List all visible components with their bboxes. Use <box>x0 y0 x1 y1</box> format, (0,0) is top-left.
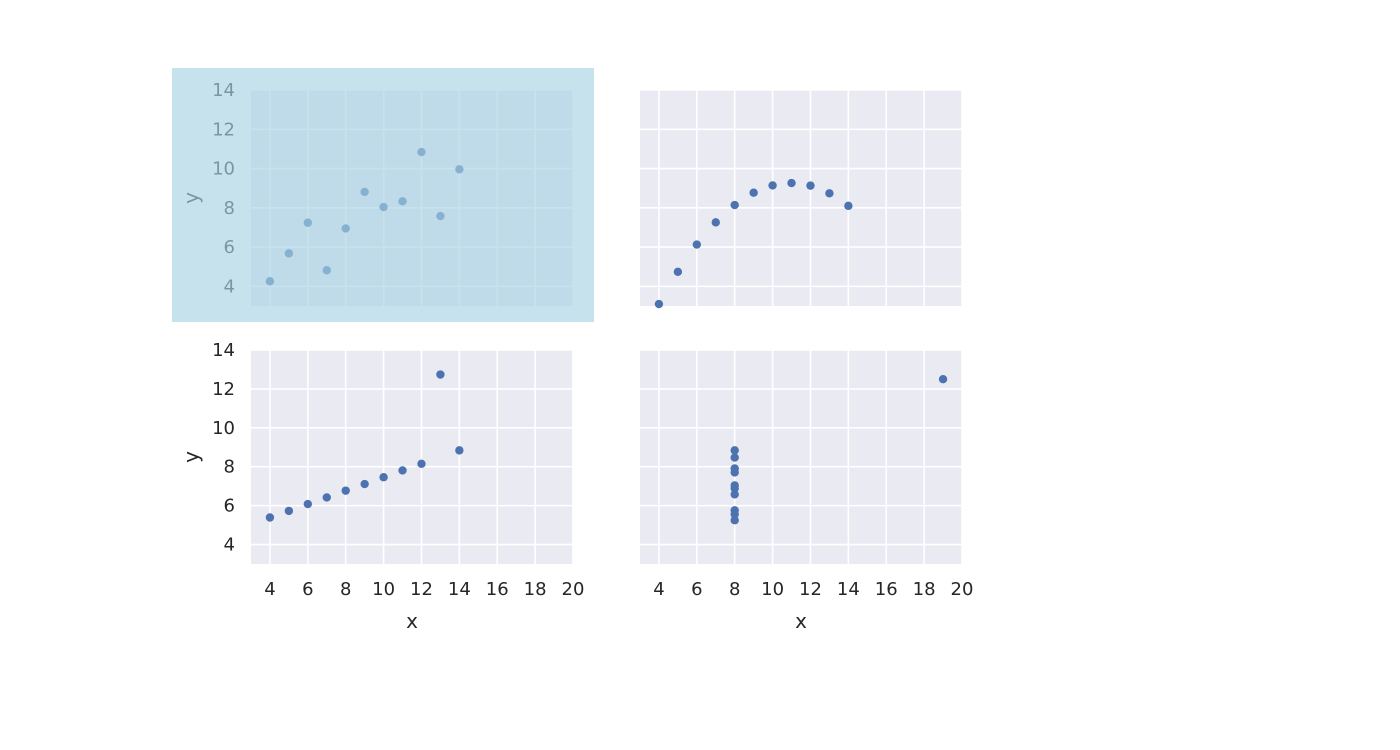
x-tick-label: 18 <box>524 579 547 600</box>
data-point <box>692 240 702 249</box>
x-tick-label: 10 <box>372 579 395 600</box>
x-tick-label: 12 <box>410 579 433 600</box>
x-tick-label: 8 <box>729 579 740 600</box>
data-point <box>730 509 739 519</box>
x-tick-label: 18 <box>913 579 936 600</box>
y-tick-label: 10 <box>212 418 235 439</box>
data-point <box>825 189 834 198</box>
data-point <box>730 516 739 525</box>
x-tick-label: 8 <box>340 579 351 600</box>
x-tick-label: 20 <box>951 579 974 600</box>
x-tick-label: 6 <box>691 579 702 600</box>
data-point <box>749 188 758 197</box>
x-tick-label: 16 <box>486 579 509 600</box>
data-point <box>379 473 388 482</box>
data-point <box>730 484 739 493</box>
panel-top-left[interactable]: 468101214y <box>172 68 594 322</box>
y-tick-label: 14 <box>212 340 235 361</box>
data-point <box>806 181 815 190</box>
data-point <box>787 178 796 188</box>
data-point <box>455 446 464 455</box>
y-tick-label: 8 <box>224 457 235 478</box>
selection-highlight <box>172 68 594 322</box>
data-point <box>711 218 720 227</box>
x-tick-label: 4 <box>264 579 275 600</box>
x-tick-label: 12 <box>799 579 822 600</box>
plot-area <box>640 350 962 564</box>
x-tick-label: 6 <box>302 579 313 600</box>
y-tick-label: 12 <box>212 379 235 400</box>
data-point <box>730 453 739 462</box>
data-point <box>341 486 350 495</box>
data-point <box>360 479 369 489</box>
x-axis-label: x <box>406 609 418 633</box>
x-tick-label: 4 <box>653 579 664 600</box>
data-point <box>284 506 294 516</box>
data-point <box>730 200 739 210</box>
x-tick-label: 14 <box>448 579 471 600</box>
data-point <box>398 466 407 475</box>
data-point <box>436 370 445 379</box>
data-point <box>265 513 275 522</box>
data-point <box>938 374 948 384</box>
x-axis-label: x <box>795 609 807 633</box>
x-tick-label: 16 <box>875 579 898 600</box>
data-point <box>730 490 739 499</box>
data-point <box>673 267 683 277</box>
plot-area <box>251 350 573 564</box>
data-point <box>730 464 739 473</box>
y-tick-label: 6 <box>224 496 235 517</box>
panel-top-right[interactable] <box>640 89 963 309</box>
x-tick-label: 14 <box>837 579 860 600</box>
data-point <box>654 299 664 309</box>
data-point <box>730 446 739 455</box>
data-point <box>844 201 853 211</box>
y-tick-label: 4 <box>224 535 235 556</box>
panel-bottom-left[interactable]: 4 6 8 10 12 14 4 6 8 10 12 14 16 18 20 y x <box>179 340 584 633</box>
data-point <box>303 499 313 509</box>
data-point <box>417 459 426 469</box>
x-tick-label: 20 <box>562 579 585 600</box>
y-axis-label: y <box>179 451 203 463</box>
data-point <box>768 181 777 190</box>
data-point <box>322 493 331 502</box>
x-tick-label: 10 <box>761 579 784 600</box>
plot-area <box>640 90 962 306</box>
panel-bottom-right[interactable]: 4 6 8 10 12 14 16 18 20 x <box>640 349 974 633</box>
